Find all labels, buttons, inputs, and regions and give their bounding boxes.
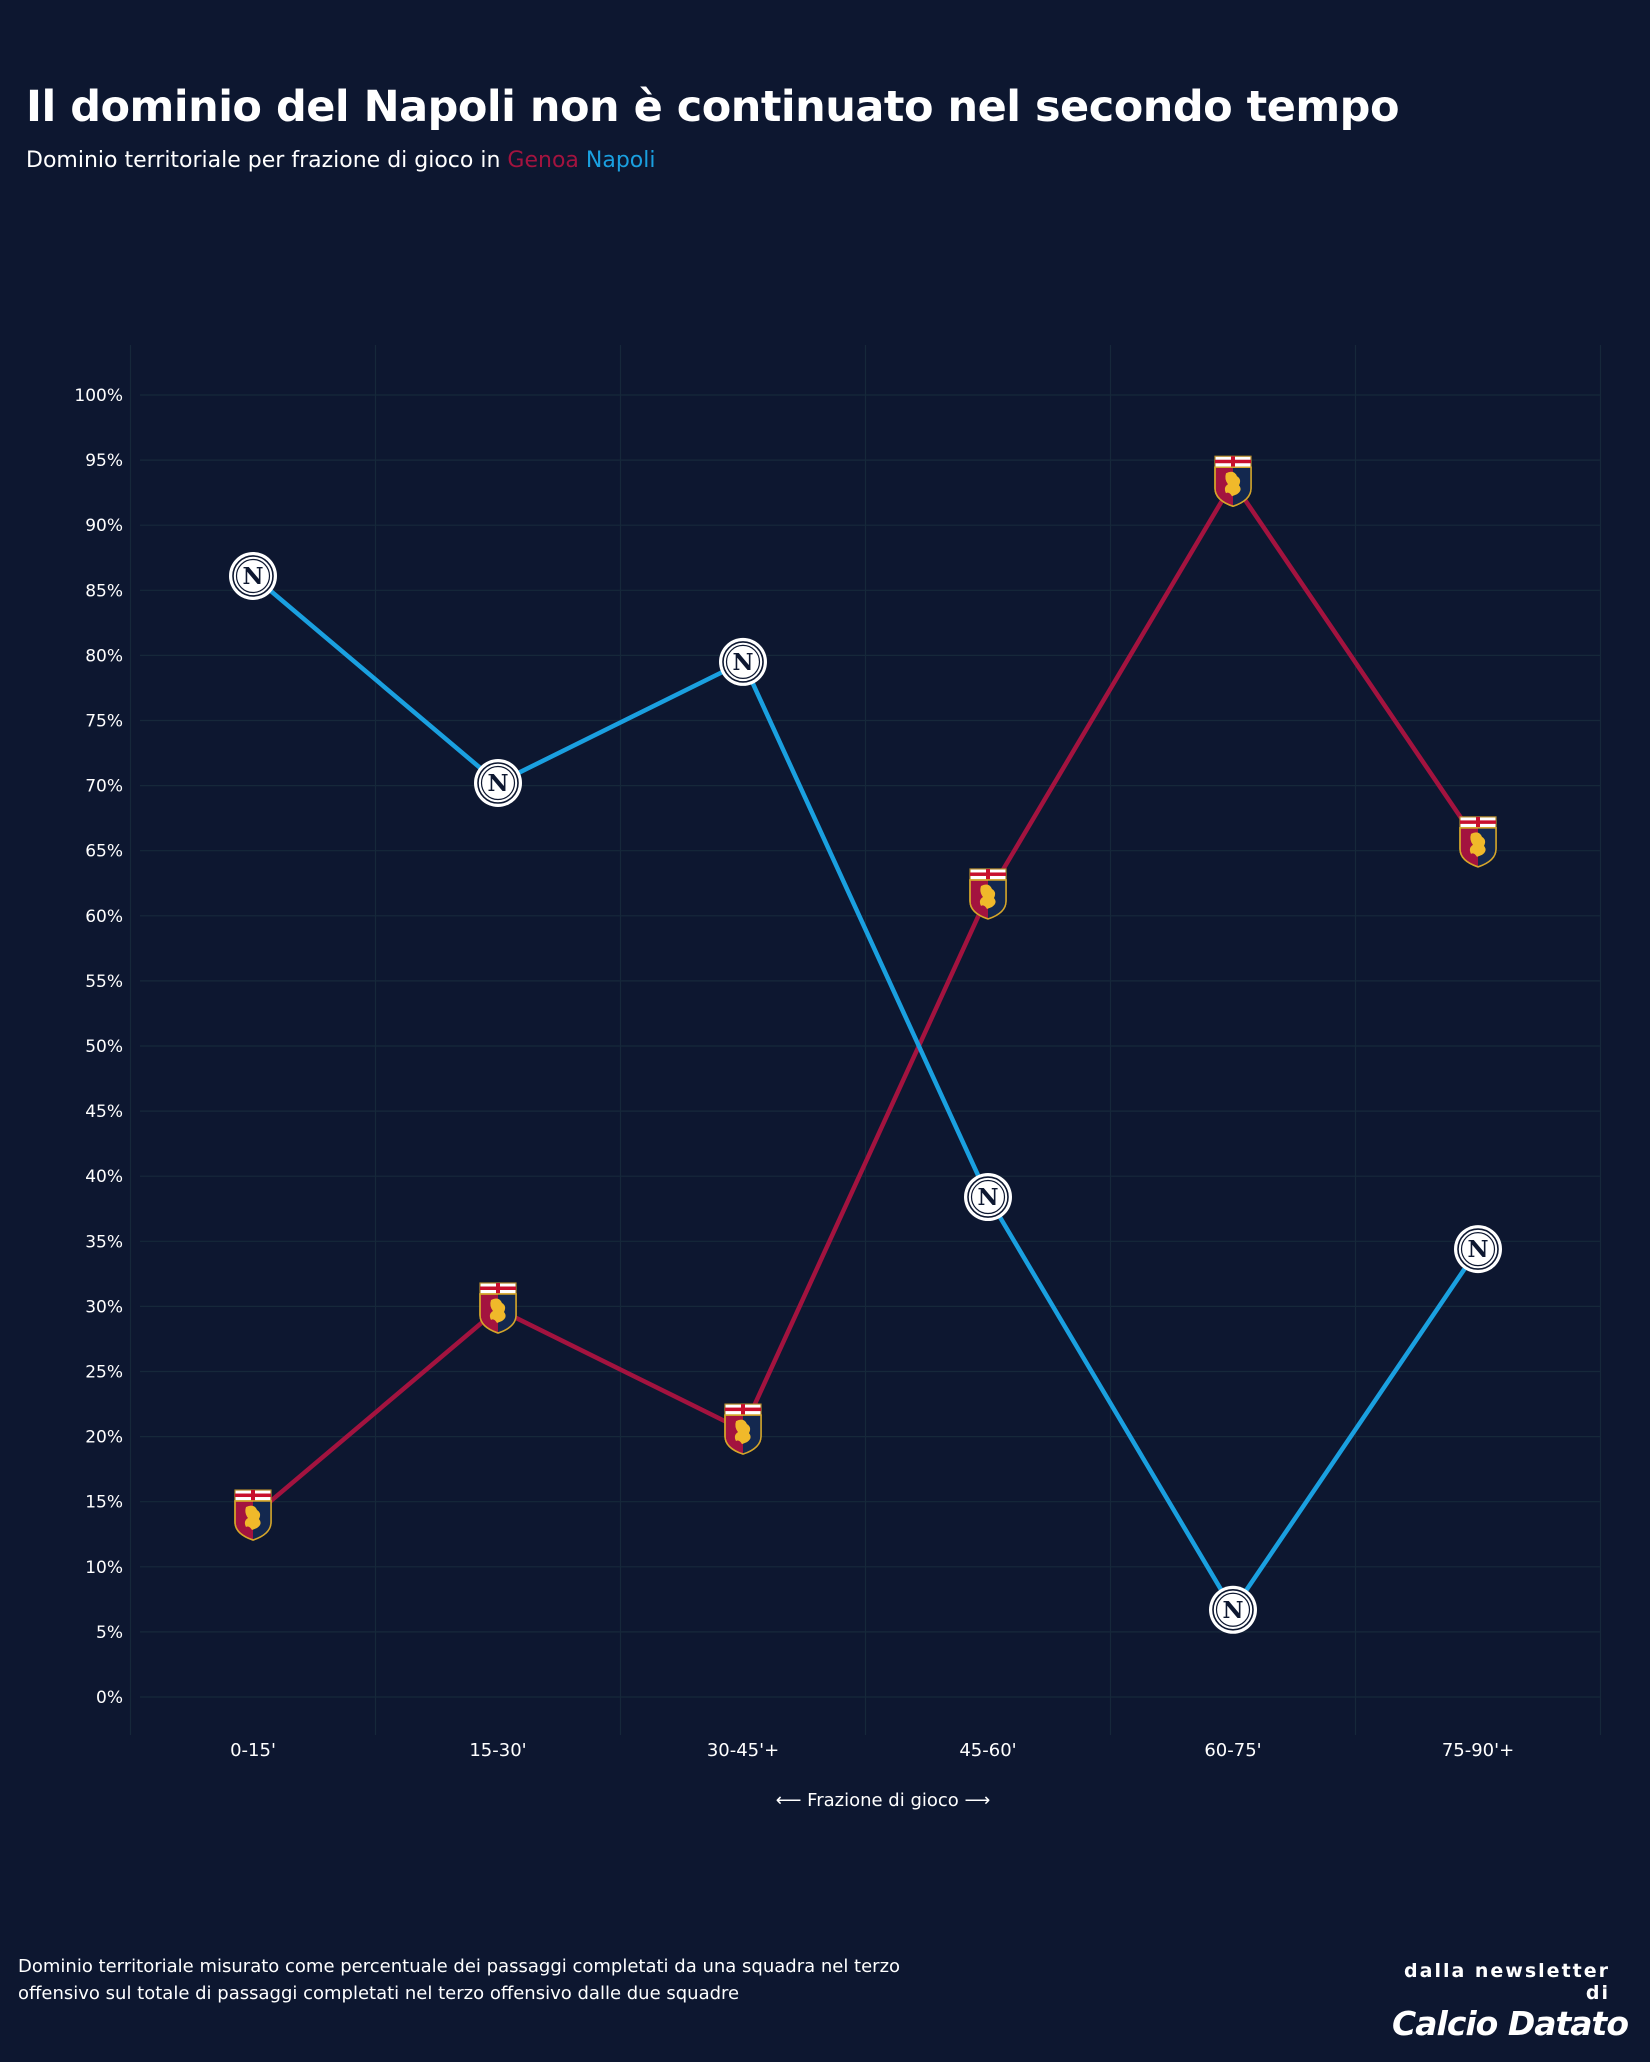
- svg-text:N: N: [487, 770, 508, 797]
- y-tick-label: 95%: [85, 451, 123, 471]
- svg-text:N: N: [977, 1184, 998, 1211]
- y-tick-label: 0%: [96, 1688, 123, 1708]
- genoa-crest-icon: [969, 868, 1007, 920]
- brand-logo: dalla newsletter di Calcio Datato: [1380, 1960, 1630, 2043]
- y-tick-label: 50%: [85, 1037, 123, 1057]
- y-tick-label: 25%: [85, 1363, 123, 1383]
- svg-text:N: N: [242, 563, 263, 590]
- y-tick-label: 20%: [85, 1428, 123, 1448]
- footnote-line-2: offensivo sul totale di passaggi complet…: [18, 1983, 740, 2004]
- legend-genoa: Genoa: [507, 148, 579, 173]
- y-tick-label: 65%: [85, 842, 123, 862]
- x-tick-label: 30-45'+: [707, 1740, 779, 1761]
- x-tick-label: 75-90'+: [1442, 1740, 1514, 1761]
- x-axis-label: ⟵ Frazione di gioco ⟶: [776, 1790, 991, 1811]
- legend-napoli: Napoli: [585, 148, 656, 173]
- y-tick-label: 75%: [85, 712, 123, 732]
- y-tick-label: 70%: [85, 777, 123, 797]
- napoli-badge-icon: N: [1454, 1225, 1502, 1274]
- subtitle-prefix: Dominio territoriale per frazione di gio…: [26, 148, 501, 173]
- brand-name: Calcio Datato: [1392, 2004, 1629, 2043]
- genoa-crest-icon: [234, 1489, 272, 1541]
- x-tick-label: 0-15': [230, 1740, 276, 1761]
- y-tick-label: 5%: [96, 1623, 123, 1643]
- napoli-badge-icon: N: [964, 1173, 1012, 1222]
- napoli-badge-icon: N: [1209, 1585, 1257, 1634]
- x-tick-label: 45-60': [959, 1740, 1016, 1761]
- svg-text:N: N: [1222, 1597, 1243, 1624]
- svg-text:N: N: [732, 649, 753, 676]
- y-tick-label: 85%: [85, 581, 123, 601]
- y-tick-label: 45%: [85, 1102, 123, 1122]
- x-tick-label: 60-75': [1204, 1740, 1261, 1761]
- svg-text:N: N: [1467, 1236, 1488, 1263]
- napoli-badge-icon: N: [719, 637, 767, 686]
- genoa-crest-icon: [1459, 816, 1497, 868]
- y-tick-label: 80%: [85, 646, 123, 666]
- chart-grid: [129, 345, 1602, 1735]
- chart-subtitle: Dominio territoriale per frazione di gio…: [26, 148, 655, 173]
- series-lines: [251, 479, 1480, 1613]
- genoa-crest-icon: [724, 1403, 762, 1455]
- series-markers: N N N N N N: [229, 455, 1502, 1634]
- y-tick-label: 30%: [85, 1297, 123, 1317]
- chart-title: Il dominio del Napoli non è continuato n…: [26, 82, 1400, 132]
- genoa-crest-icon: [479, 1282, 517, 1334]
- y-tick-label: 15%: [85, 1493, 123, 1513]
- y-tick-label: 60%: [85, 907, 123, 927]
- series-line-napoli: [251, 574, 1480, 1613]
- y-tick-label: 100%: [74, 386, 123, 406]
- brand-tagline: dalla newsletter di: [1404, 1960, 1610, 2004]
- napoli-badge-icon: N: [474, 758, 522, 807]
- y-tick-label: 35%: [85, 1232, 123, 1252]
- x-axis: 0-15' 15-30' 30-45'+ 45-60' 60-75' 75-90'+: [230, 1740, 1514, 1761]
- y-tick-label: 55%: [85, 972, 123, 992]
- line-chart: 0% 5% 10% 15% 20% 25% 30% 35% 40% 45% 50% 55% 60% 65%…: [74, 345, 1602, 1811]
- y-axis: 0% 5% 10% 15% 20% 25% 30% 35% 40% 45% 50% 55% 60% 65%…: [74, 386, 123, 1708]
- x-tick-label: 15-30': [469, 1740, 526, 1761]
- footnote-line-1: Dominio territoriale misurato come perce…: [18, 1956, 901, 1977]
- series-line-genoa: [251, 479, 1480, 1518]
- footnote: Dominio territoriale misurato come perce…: [18, 1953, 918, 2007]
- genoa-crest-icon: [1214, 455, 1252, 508]
- napoli-badge-icon: N: [229, 551, 277, 600]
- y-tick-label: 40%: [85, 1167, 123, 1187]
- y-tick-label: 90%: [85, 516, 123, 536]
- y-tick-label: 10%: [85, 1558, 123, 1578]
